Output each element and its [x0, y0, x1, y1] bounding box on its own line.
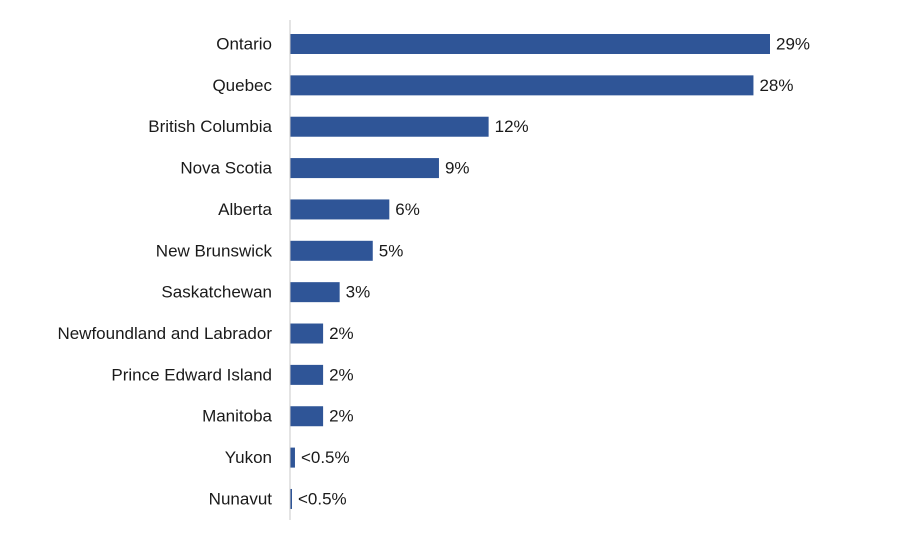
category-label: Quebec	[212, 76, 272, 95]
bar-british-columbia	[290, 116, 489, 137]
category-label: Nova Scotia	[180, 159, 272, 178]
data-label: 3%	[346, 283, 371, 302]
data-label: <0.5%	[298, 489, 347, 508]
category-label: Nunavut	[209, 489, 273, 508]
data-label: 12%	[495, 117, 529, 136]
bar-quebec	[290, 75, 754, 96]
bars-layer	[290, 34, 770, 509]
category-label: Saskatchewan	[161, 283, 272, 302]
category-label: Newfoundland and Labrador	[57, 324, 272, 343]
bar-new-brunswick	[290, 240, 373, 261]
category-label: New Brunswick	[156, 241, 273, 260]
data-label: 2%	[329, 365, 354, 384]
bar-yukon	[290, 447, 295, 468]
data-label: 5%	[379, 241, 404, 260]
category-label: Yukon	[225, 448, 272, 467]
bar-ontario	[290, 34, 770, 54]
category-label: Prince Edward Island	[111, 365, 272, 384]
data-label: 2%	[329, 407, 354, 426]
data-label: 29%	[776, 35, 810, 54]
category-label: Ontario	[216, 35, 272, 54]
category-labels: Ontario Quebec British Columbia Nova Scotia…	[57, 35, 272, 509]
category-label: British Columbia	[148, 117, 272, 136]
category-label: Manitoba	[202, 407, 272, 426]
bar-saskatchewan	[290, 282, 340, 303]
data-label: 2%	[329, 324, 354, 343]
bar-nova-scotia	[290, 158, 439, 179]
bar-nunavut	[290, 488, 292, 509]
bar-newfoundland-and-labrador	[290, 323, 324, 344]
data-label: 9%	[445, 159, 470, 178]
bar-prince-edward-island	[290, 364, 324, 385]
bar-manitoba	[290, 406, 324, 427]
value-labels: 29% 28% 12% 9% 6% 5% 3% 2% 2% 2% <0.5% <0.5%	[298, 35, 810, 509]
category-label: Alberta	[218, 200, 272, 219]
data-label: 28%	[759, 76, 793, 95]
data-label: <0.5%	[301, 448, 350, 467]
bar-alberta	[290, 199, 390, 220]
data-label: 6%	[395, 200, 420, 219]
